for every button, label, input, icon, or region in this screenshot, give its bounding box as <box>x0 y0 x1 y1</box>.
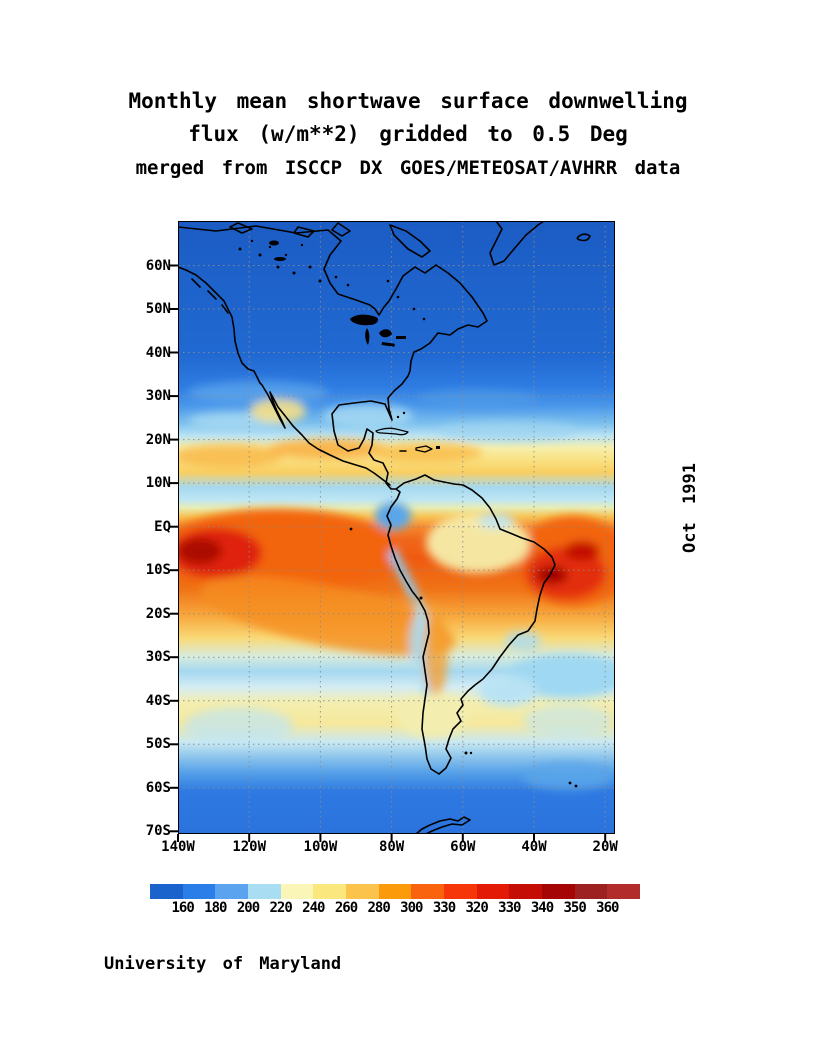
colorbar-tick-10: 330 <box>498 900 521 916</box>
colorbar-segment <box>509 884 543 899</box>
date-label: Oct 1991 <box>680 463 700 553</box>
lat-tick-label-EQ: EQ <box>154 518 171 535</box>
colorbar-tick-2: 200 <box>236 900 260 916</box>
colorbar-tick-3: 220 <box>269 900 293 916</box>
lon-tick-label-40W: 40W <box>521 839 547 855</box>
lat-tick-label-50S: 50S <box>145 736 171 753</box>
colorbar-tick-7: 300 <box>400 900 423 916</box>
coastlines <box>178 221 591 834</box>
lat-tick-label-30N: 30N <box>145 388 171 405</box>
title-line-1: Monthly mean shortwave surface downwelli… <box>128 89 688 113</box>
colorbar-tick-8: 330 <box>432 900 456 916</box>
colorbar-segment <box>444 884 477 899</box>
colorbar-tick-6: 280 <box>367 900 391 916</box>
lon-tick-label-140W: 140W <box>161 839 195 855</box>
lat-tick-label-20S: 20S <box>145 605 171 622</box>
lat-tick-label-60N: 60N <box>145 257 171 274</box>
lat-tick-label-40N: 40N <box>145 344 171 361</box>
credit-label: University of Maryland <box>104 954 342 974</box>
lon-tick-label-60W: 60W <box>450 839 476 855</box>
colorbar-tick-0: 160 <box>171 900 195 916</box>
lakes-and-islands <box>238 239 578 788</box>
colorbar-tick-1: 180 <box>204 900 227 916</box>
colorbar-segment <box>182 884 216 899</box>
colorbar-tick-4: 240 <box>302 900 325 916</box>
colorbar-tick-13: 360 <box>596 900 619 916</box>
colorbar-segment <box>346 884 379 899</box>
colorbar-segment <box>574 884 608 899</box>
flux-field <box>178 221 615 834</box>
lat-tick-label-10N: 10N <box>145 475 171 492</box>
colorbar-segment <box>476 884 510 899</box>
figure-title-block: Monthly mean shortwave surface downwelli… <box>0 88 816 180</box>
colorbar-segment <box>411 884 445 899</box>
lat-tick-label-40S: 40S <box>145 692 171 709</box>
title-line-2: flux (w/m**2) gridded to 0.5 Deg <box>188 122 628 146</box>
axis-ticks <box>170 264 607 842</box>
colorbar-segment <box>542 884 575 899</box>
lat-tick-label-50N: 50N <box>145 301 171 318</box>
colorbar-segment <box>215 884 249 899</box>
lat-tick-label-30S: 30S <box>145 649 171 666</box>
lon-tick-label-20W: 20W <box>592 839 618 855</box>
flux-map <box>169 212 624 852</box>
lat-tick-label-10S: 10S <box>145 562 171 579</box>
colorbar-segment <box>248 884 281 899</box>
flux-map-canvas <box>170 221 615 842</box>
colorbar-segment <box>607 884 641 899</box>
lat-tick-label-70S: 70S <box>145 823 171 840</box>
lon-tick-label-100W: 100W <box>303 839 338 855</box>
colorbar-segment <box>313 884 347 899</box>
lon-tick-label-120W: 120W <box>232 839 267 855</box>
lat-tick-label-20N: 20N <box>145 431 171 448</box>
colorbar-tick-5: 260 <box>334 900 358 916</box>
colorbar-segment <box>150 884 183 899</box>
colorbar-segment <box>378 884 412 899</box>
graticule <box>178 221 615 834</box>
title-subtitle: merged from ISCCP DX GOES/METEOSAT/AVHRR… <box>135 157 681 179</box>
lon-tick-label-80W: 80W <box>378 839 405 855</box>
colorbar-tick-11: 340 <box>530 900 554 916</box>
colorbar-tick-12: 350 <box>563 900 587 916</box>
lat-tick-label-60S: 60S <box>145 779 171 796</box>
colorbar-segment <box>280 884 314 899</box>
colorbar <box>150 884 641 899</box>
colorbar-tick-9: 320 <box>465 900 489 916</box>
